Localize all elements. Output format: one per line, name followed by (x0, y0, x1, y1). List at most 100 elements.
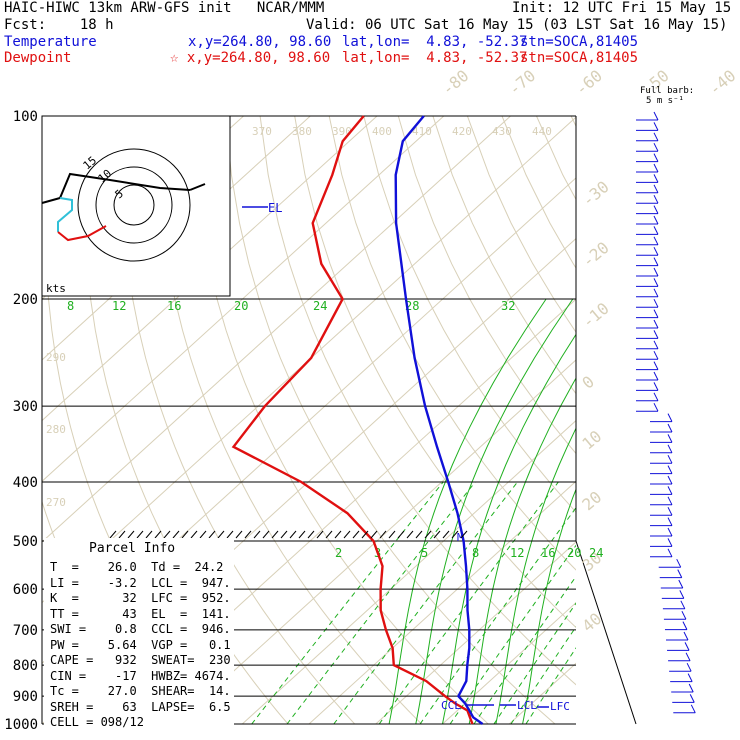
pressure-tick-label: 1000 (4, 717, 38, 733)
temperature-latlon: lat,lon= 4.83, -52.37 (342, 34, 528, 50)
mixing-ratio-lines (251, 298, 576, 724)
hatch-mark (334, 530, 342, 539)
pressure-tick-labels: 100 200 300 400 500 600 700 800 900 1000 (4, 109, 38, 733)
mixing-ratio-label: 16 (167, 299, 181, 313)
parcel-info-title: Parcel Info (89, 541, 175, 556)
isotherm-label: 20 (578, 487, 605, 514)
isotherm-label: 40 (578, 609, 605, 636)
right-axis-lower (575, 540, 637, 725)
parcel-info-row: CIN = -17 HWBZ= 4674. (50, 668, 231, 683)
wind-barb-flag (653, 402, 659, 412)
wind-barb-flag (677, 569, 683, 578)
m-marker: M (457, 531, 464, 544)
temperature-trace (394, 115, 484, 725)
wind-barb-flag (653, 350, 659, 360)
mixing-ratio-line (419, 506, 576, 724)
dry-adiabat-line (294, 116, 576, 629)
hatch-mark (289, 530, 297, 539)
hodograph-trace-low (57, 225, 107, 242)
pressure-tick-label: 900 (13, 689, 38, 705)
dry-adiabat-line (225, 116, 556, 724)
isotherm-label: -70 (505, 66, 539, 99)
wind-barb-flag (653, 163, 659, 173)
wind-barb-flag (653, 153, 659, 162)
pressure-tick-label: 300 (13, 399, 38, 415)
isotherm-line (42, 116, 445, 482)
temperature-location: x,y=264.80, 98.60 (188, 34, 332, 50)
mixing-ratio-label: 20 (234, 299, 248, 313)
wind-barb-flag (667, 486, 673, 495)
theta-label: 380 (292, 125, 312, 138)
wind-barb-flag (667, 538, 673, 547)
dewpoint-location: ☆ x,y=264.80, 98.60 (170, 50, 331, 66)
pressure-tick-label: 500 (13, 534, 38, 550)
barb-legend-unit: 5 m s⁻¹ (646, 96, 684, 106)
hodograph-unit: kts (46, 282, 66, 295)
wind-barb-flag (653, 392, 659, 402)
hatch-mark (361, 530, 369, 539)
theta-label: 290 (46, 351, 66, 364)
dry-adiabat-line (570, 116, 576, 128)
hatch-mark (190, 530, 198, 539)
isotherm-label: -60 (572, 66, 606, 99)
moist-adiabat-line (468, 377, 576, 724)
hatch-mark (397, 530, 405, 539)
ccl-marker: CCL (441, 699, 461, 712)
dry-adiabat-line (363, 116, 576, 513)
hatch-mark (136, 530, 144, 539)
init-time: Init: 12 UTC Fri 15 May 15 (512, 0, 732, 16)
wind-barb-flag (667, 444, 673, 454)
isotherm-label: -10 (578, 299, 612, 332)
theta-label: 280 (46, 423, 66, 436)
wind-barb-flag (653, 111, 659, 121)
dry-adiabat-line (156, 116, 422, 724)
wind-barb-flag (686, 662, 692, 672)
hatch-mark (424, 530, 432, 539)
wind-barb-flag (667, 517, 673, 526)
theta-label: 400 (372, 125, 392, 138)
wind-barb-flag (653, 361, 659, 370)
wind-barbs (636, 111, 696, 714)
wind-barb-flag (687, 673, 693, 682)
mixing-ratio-labels: 8 12 16 20 24 28 322 3 5 8 12 16 20 24 (67, 299, 603, 560)
wind-barb-flag (653, 278, 659, 287)
hodograph-rings (77, 148, 191, 262)
dry-adiabat-line (432, 116, 576, 395)
wind-barb-flag (653, 382, 659, 391)
hatch-mark (253, 530, 261, 539)
hodograph-panel (41, 115, 231, 297)
theta-label: 370 (252, 125, 272, 138)
dewpoint-trace (231, 115, 474, 725)
hatch-mark (307, 530, 315, 539)
wind-barb-flag (653, 340, 659, 350)
wind-barb-flag (653, 194, 659, 204)
wind-barb-flag (653, 298, 659, 308)
lcl-marker: LCL (517, 699, 537, 712)
mixing-ratio-label: 24 (313, 299, 327, 313)
hatch-mark (172, 530, 180, 539)
isotherm-line (308, 480, 576, 724)
wind-barb-flag (653, 246, 659, 256)
isotherm-line (575, 723, 576, 724)
theta-label: 270 (46, 496, 66, 509)
dewpoint-station: stn=SOCA,81405 (520, 50, 639, 66)
mixing-ratio-label: 32 (501, 299, 515, 313)
mixing-ratio-label: 5 (421, 546, 428, 560)
dry-adiabat-line (606, 116, 740, 724)
hodograph-trace-tip (189, 183, 206, 191)
wind-barb-flag (653, 309, 659, 318)
wind-barb-flag (667, 527, 673, 537)
parcel-info-row: Tc = 27.0 SHEAR= 14. (50, 684, 231, 698)
isotherm-label: 0 (578, 372, 598, 393)
wind-barb-flag (653, 205, 659, 214)
mixing-ratio-label: 12 (112, 299, 126, 313)
hatch-mark (217, 530, 225, 539)
wind-barb-flag (667, 496, 673, 506)
mixing-ratio-line (251, 481, 444, 724)
dry-adiabat-line (190, 116, 489, 724)
pressure-tick-label: 800 (13, 658, 38, 674)
theta-label: 410 (412, 125, 432, 138)
model-title: HAIC-HIWC 13km ARW-GFS init NCAR/MMM (4, 0, 325, 16)
wind-barb-flag (653, 226, 659, 235)
hatch-mark (325, 530, 333, 539)
